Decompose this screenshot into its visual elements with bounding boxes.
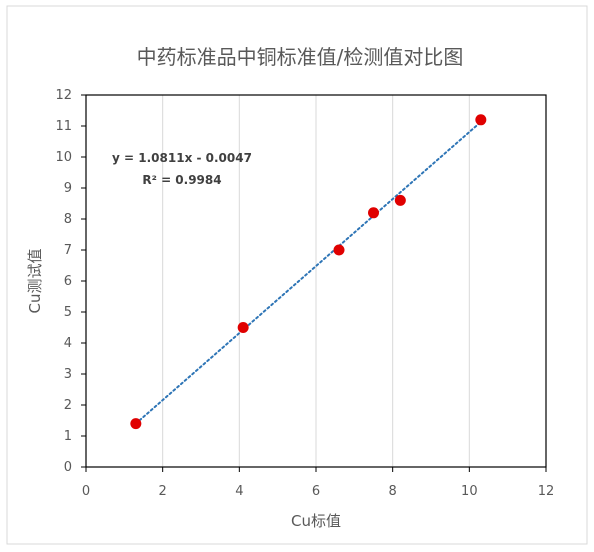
y-tick-label: 3	[64, 367, 72, 382]
y-tick-label: 1	[64, 429, 72, 444]
y-tick-label: 9	[64, 181, 72, 196]
data-points	[130, 114, 487, 430]
trendline	[134, 120, 482, 425]
x-tick-label: 10	[461, 484, 478, 499]
data-point	[394, 194, 406, 206]
x-tick-label: 12	[538, 484, 555, 499]
y-tick-label: 10	[55, 150, 72, 165]
y-tick-label: 6	[64, 274, 72, 289]
y-axis-title: Cu测试值	[26, 249, 44, 314]
y-tick-label: 0	[64, 460, 72, 475]
y-tick-label: 4	[64, 336, 72, 351]
data-point	[333, 244, 345, 256]
chart-title: 中药标准品中铜标准值/检测值对比图	[137, 45, 464, 69]
chart-border	[6, 5, 588, 545]
data-point	[475, 114, 487, 126]
y-tick-label: 11	[55, 119, 72, 134]
y-tick-label: 5	[64, 305, 72, 320]
x-axis-ticks: 0 2 4 6 8 10 12	[82, 467, 554, 499]
r-squared-label: R² = 0.9984	[142, 173, 221, 187]
y-tick-label: 2	[64, 398, 72, 413]
y-tick-label: 7	[64, 243, 72, 258]
x-tick-label: 8	[389, 484, 397, 499]
grid	[162, 95, 470, 467]
y-tick-label: 12	[55, 88, 72, 103]
trendline-equation: y = 1.0811x - 0.0047	[112, 151, 252, 165]
y-tick-label: 8	[64, 212, 72, 227]
data-point	[368, 207, 379, 219]
x-tick-label: 0	[82, 484, 90, 499]
x-tick-label: 2	[159, 484, 167, 499]
data-point	[130, 418, 142, 430]
x-tick-label: 6	[312, 484, 320, 499]
x-tick-label: 4	[235, 484, 243, 499]
data-point	[237, 322, 249, 333]
x-axis-title: Cu标值	[291, 512, 341, 530]
